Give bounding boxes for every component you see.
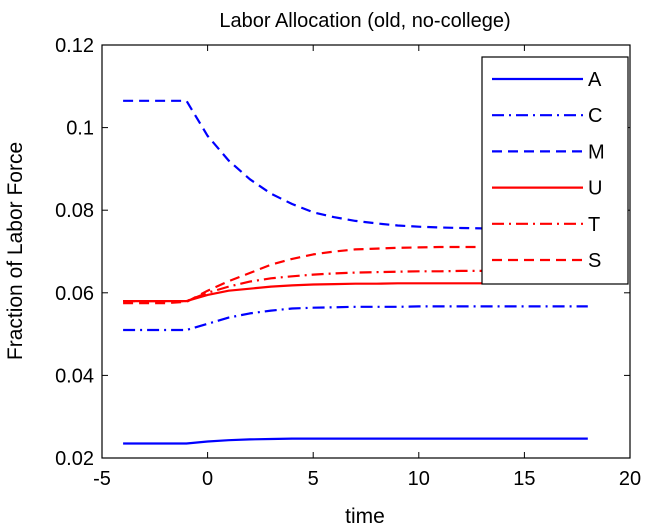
x-tick-label: 0 bbox=[202, 468, 213, 490]
y-tick-label: 0.06 bbox=[55, 283, 94, 305]
series-line-a bbox=[123, 437, 588, 445]
x-axis-label: time bbox=[345, 505, 385, 528]
y-tick-label: 0.02 bbox=[55, 448, 94, 470]
x-tick-label: 20 bbox=[619, 468, 641, 490]
x-tick-label: 15 bbox=[513, 468, 535, 490]
series-line-s bbox=[123, 245, 588, 305]
chart-title: Labor Allocation (old, no-college) bbox=[219, 10, 510, 32]
x-tick-label: 10 bbox=[408, 468, 430, 490]
legend-box bbox=[481, 56, 629, 285]
y-tick-label: 0.08 bbox=[55, 200, 94, 222]
legend-label: T bbox=[588, 214, 600, 236]
legend-label: A bbox=[588, 69, 602, 91]
series-line-c bbox=[123, 305, 588, 332]
y-axis-label: Fraction of Labor Force bbox=[4, 142, 27, 360]
legend-label: U bbox=[588, 178, 602, 200]
y-tick-label: 0.04 bbox=[55, 365, 94, 387]
x-tick-label: -5 bbox=[93, 468, 111, 490]
ticks-layer: -5 0 5 10 15 20 0.02 0.04 0.06 0.08 0.1 0.12 bbox=[55, 35, 641, 490]
legend-label: C bbox=[588, 105, 602, 127]
x-tick-label: 5 bbox=[308, 468, 319, 490]
y-tick-label: 0.12 bbox=[55, 35, 94, 57]
legend-label: S bbox=[588, 250, 601, 272]
legend-label: M bbox=[588, 141, 605, 163]
y-tick-label: 0.1 bbox=[66, 118, 94, 140]
